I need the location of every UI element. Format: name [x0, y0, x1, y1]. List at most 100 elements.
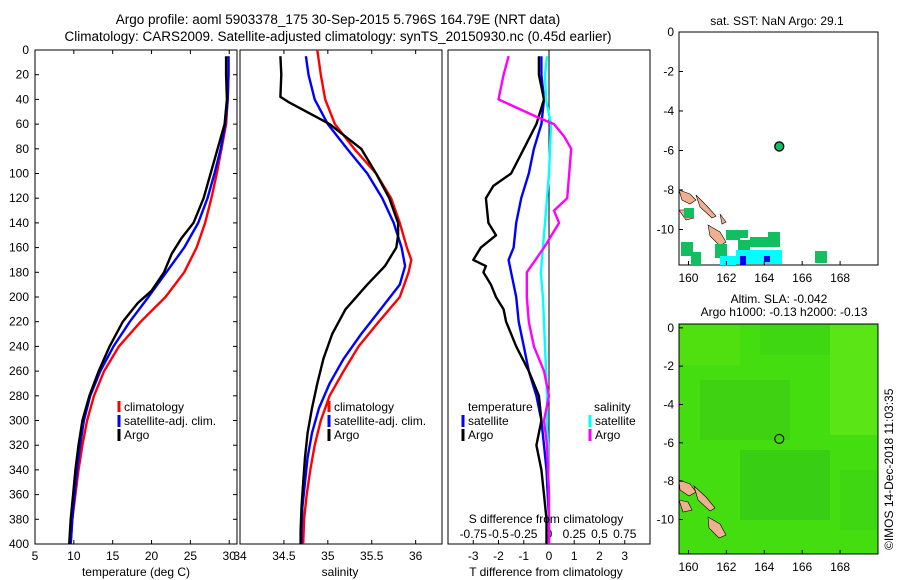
x-tick-label-T: 2	[596, 549, 603, 563]
legend-label-argo: Argo	[124, 428, 150, 442]
sst-patch	[691, 252, 701, 265]
x-tick-label: 35	[321, 549, 335, 563]
land-island	[719, 213, 727, 225]
sst-patch	[740, 256, 746, 265]
sst-patch	[726, 230, 740, 240]
depth-tick-label: 400	[9, 537, 29, 551]
map-x-tick-label: 160	[678, 271, 698, 285]
salinity-series	[279, 49, 413, 545]
x-tick-label: 34.5	[272, 549, 296, 563]
sst-patch	[764, 256, 770, 262]
map-x-tick-label: 166	[792, 271, 812, 285]
legend-label-temp-argo: Argo	[468, 428, 494, 442]
depth-tick-label: 380	[9, 512, 29, 526]
depth-tick-label: 260	[9, 364, 29, 378]
difference-xlabel: T difference from climatology	[469, 565, 623, 579]
temperature-axes-frame	[34, 49, 238, 545]
salinity-panel: 34 34.5 35 35.5 36 salinity climatology sate…	[233, 49, 443, 579]
legend-title-salinity: salinity	[594, 400, 631, 414]
temperature-x-ticks: 5 10 15 20 25 30	[32, 50, 236, 563]
depth-tick-label: 280	[9, 389, 29, 403]
depth-tick-label: 80	[16, 142, 30, 156]
land-island	[678, 499, 693, 513]
depth-tick-label: 200	[9, 290, 29, 304]
sla-field	[678, 325, 877, 539]
sla-cell	[760, 325, 830, 355]
land-island	[678, 479, 697, 497]
x-tick-label-S: -0.25	[510, 527, 538, 541]
map-y-tick-label: -10	[657, 222, 675, 236]
x-tick-label-S: -0.5	[488, 527, 509, 541]
sst-patch	[750, 237, 780, 247]
salinity-legend: climatology satellite-adj. clim. Argo	[327, 400, 426, 442]
map-y-tick-label: 0	[667, 25, 674, 39]
depth-tick-label: 300	[9, 414, 29, 428]
map-y-tick-label: -6	[663, 436, 674, 450]
x-tick-label: 20	[145, 549, 159, 563]
series-line-salinity-argo	[497, 55, 573, 544]
legend-label-sal-argo: Argo	[595, 428, 621, 442]
x-tick-label-S: -0.75	[460, 527, 488, 541]
map-y-tick-label: 0	[667, 321, 674, 335]
x-tick-label-T: 0	[546, 549, 553, 563]
map-x-tick-label: 168	[830, 560, 850, 574]
map-x-tick-label: 162	[716, 560, 736, 574]
sla-cell	[680, 325, 740, 365]
land-island	[678, 189, 697, 205]
sst-patch	[815, 251, 827, 263]
depth-tick-label: 20	[16, 68, 30, 82]
depth-tick-label: 120	[9, 191, 29, 205]
sla-cell	[830, 325, 877, 435]
series-line-argo	[68, 56, 229, 545]
x-tick-label: 35.5	[360, 549, 384, 563]
map-y-tick-label: -10	[657, 513, 675, 527]
sst-patch	[684, 208, 694, 218]
series-line-temperature-satellite	[507, 56, 551, 544]
legend-label-sal-satellite: satellite	[595, 414, 636, 428]
sst-patch	[681, 242, 693, 256]
x-tick-label: 15	[106, 549, 120, 563]
x-tick-label-S: 0.25	[563, 527, 587, 541]
legend-title-temperature: temperature	[468, 400, 533, 414]
title-line2: Climatology: CARS2009. Satellite-adjuste…	[64, 29, 611, 44]
x-tick-label-T: 3	[621, 549, 628, 563]
depth-tick-label: 100	[9, 167, 29, 181]
series-line-satellite-adj-clim-	[69, 56, 230, 545]
x-tick-label-T: -3	[468, 549, 479, 563]
sst-map-title: sat. SST: NaN Argo: 29.1	[710, 14, 844, 28]
x-tick-label-S: 0.5	[591, 527, 608, 541]
depth-tick-label: 0	[22, 43, 29, 57]
x-tick-label-T: 1	[571, 549, 578, 563]
depth-tick-label: 60	[16, 117, 30, 131]
legend-label-satellite: satellite-adj. clim.	[334, 414, 426, 428]
title-line1: Argo profile: aoml 5903378_175 30-Sep-20…	[116, 12, 561, 27]
legend-label-climatology: climatology	[124, 400, 184, 414]
sst-map-panel: sat. SST: NaN Argo: 29.1 160 1	[657, 14, 879, 285]
temperature-legend: climatology satellite-adj. clim. Argo	[117, 400, 216, 442]
x-tick-label: 25	[184, 549, 198, 563]
sla-cell	[740, 450, 830, 520]
x-tick-label: 36	[409, 549, 423, 563]
legend-label-climatology: climatology	[334, 400, 394, 414]
sst-patch	[720, 256, 736, 265]
map-y-tick-label: -4	[663, 104, 674, 118]
map-y-tick-label: -4	[663, 398, 674, 412]
depth-tick-label: 220	[9, 315, 29, 329]
series-line-satellite-adj-clim-	[300, 56, 407, 544]
x-tick-label-T: -1	[518, 549, 529, 563]
map-x-tick-label: 162	[716, 271, 736, 285]
depth-tick-label: 240	[9, 339, 29, 353]
depth-tick-label: 320	[9, 438, 29, 452]
x-tick-label-T: -2	[493, 549, 504, 563]
temperature-xlabel: temperature (deg C)	[82, 565, 190, 579]
series-line-argo	[279, 56, 400, 544]
x-tick-label: 10	[67, 549, 81, 563]
map-x-tick-label: 164	[754, 560, 774, 574]
sla-map-title-2: Argo h1000: -0.13 h2000: -0.13	[701, 305, 868, 319]
land-island	[707, 516, 727, 539]
map-x-tick-label: 160	[678, 560, 698, 574]
map-y-tick-label: -2	[663, 64, 674, 78]
map-y-tick-label: -8	[663, 183, 674, 197]
x-tick-label: 34	[233, 549, 247, 563]
